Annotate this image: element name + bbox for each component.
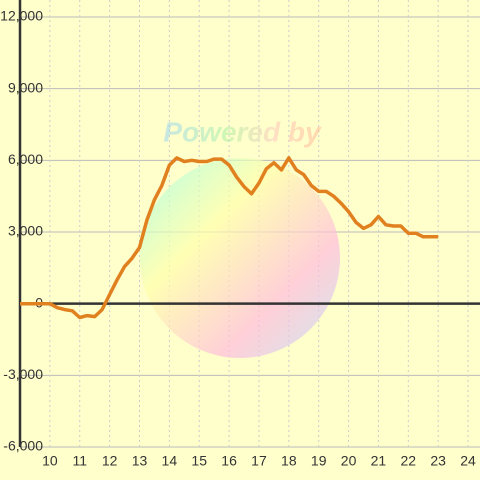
x-tick-label: 15 bbox=[191, 453, 207, 469]
y-tick-label: -6,000 bbox=[3, 438, 43, 454]
y-tick-label: 3,000 bbox=[8, 223, 43, 239]
x-tick-label: 16 bbox=[221, 453, 237, 469]
y-tick-label: 9,000 bbox=[8, 79, 43, 95]
x-tick-label: 22 bbox=[401, 453, 417, 469]
y-tick-label: -3,000 bbox=[3, 366, 43, 382]
x-tick-label: 12 bbox=[102, 453, 118, 469]
watermark-logo bbox=[140, 158, 340, 358]
x-tick-label: 11 bbox=[72, 453, 87, 469]
x-tick-label: 18 bbox=[281, 453, 297, 469]
x-tick-label: 23 bbox=[430, 453, 446, 469]
x-tick-label: 13 bbox=[132, 453, 148, 469]
x-tick-label: 19 bbox=[311, 453, 327, 469]
x-tick-label: 10 bbox=[42, 453, 58, 469]
x-tick-label: 24 bbox=[460, 453, 476, 469]
data-line bbox=[20, 156, 439, 320]
x-tick-label: 17 bbox=[251, 453, 267, 469]
y-tick-label: 12,000 bbox=[0, 8, 43, 24]
x-tick-label: 21 bbox=[371, 453, 387, 469]
x-tick-label: 20 bbox=[341, 453, 357, 469]
x-tick-label: 14 bbox=[162, 453, 178, 469]
watermark-text: Powered by bbox=[163, 116, 322, 147]
y-tick-label: 6,000 bbox=[8, 151, 43, 167]
